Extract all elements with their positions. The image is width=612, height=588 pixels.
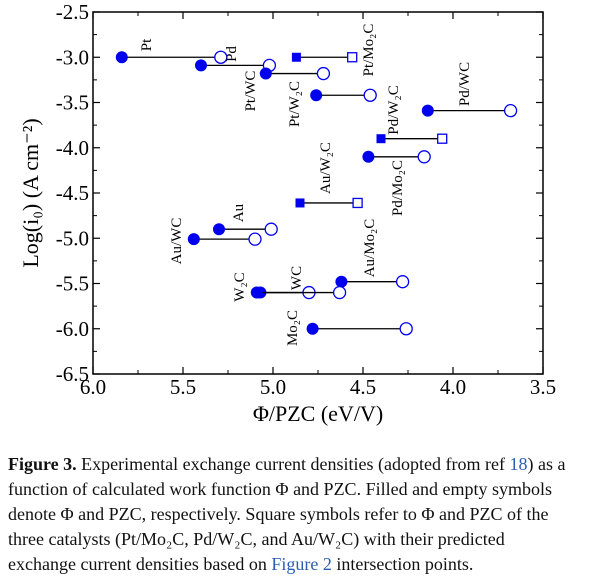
y-tick-label: -5.5	[56, 272, 89, 296]
phi-marker	[115, 51, 128, 64]
point-label: Pt/W₂C	[287, 81, 303, 127]
point-label: Pt	[139, 38, 155, 51]
data-pair	[376, 133, 448, 144]
phi-marker	[310, 89, 323, 102]
point-label: Pd/Mo₂C	[390, 160, 406, 216]
point-label: WC	[289, 266, 305, 290]
x-tick-label: 5.0	[260, 375, 286, 399]
pzc-marker-square	[352, 197, 363, 209]
y-tick-label: -3.0	[56, 45, 89, 69]
pzc-marker	[395, 275, 410, 289]
point-label: Pd	[224, 46, 240, 62]
figure-caption: Figure 3. Experimental exchange current …	[8, 452, 566, 577]
series-layer	[115, 50, 518, 336]
data-pair	[295, 197, 363, 209]
data-pair	[310, 88, 377, 102]
y-tick-label: -6.0	[56, 317, 89, 341]
phi-marker	[195, 59, 207, 72]
figure-label: Figure 3.	[8, 454, 77, 474]
point-label: Au/WC	[169, 218, 185, 265]
data-pair	[115, 50, 228, 64]
pzc-marker-square	[437, 133, 448, 144]
y-axis-title: Log(i₀) (A cm⁻²)	[18, 118, 43, 267]
exchange-current-chart: 6.0 5.5 5.0 4.5 4.0 3.5 -2.5 -3.0 -3.5 -4.0 -4.5 -5…	[18, 0, 556, 426]
phi-marker	[306, 322, 319, 335]
pzc-marker	[214, 50, 228, 64]
data-pair	[335, 275, 410, 289]
data-pair	[291, 52, 358, 63]
x-tick-label: 6.0	[80, 375, 106, 399]
pzc-marker	[363, 88, 377, 102]
phi-marker-square	[376, 134, 386, 144]
y-tick-label: -5.0	[56, 226, 89, 250]
pzc-marker	[264, 222, 278, 236]
phi-marker	[259, 67, 272, 80]
phi-marker	[362, 150, 375, 163]
pzc-marker	[399, 322, 413, 336]
point-label: Au/W₂C	[318, 142, 334, 194]
point-label: W₂C	[232, 272, 248, 301]
point-label: Pd/WC	[457, 62, 473, 106]
data-pair	[250, 285, 347, 300]
x-tick-label: 4.0	[440, 375, 466, 399]
y-tick-label: -3.5	[56, 91, 89, 115]
phi-marker	[421, 104, 434, 117]
caption-figure-link[interactable]: Figure 2	[271, 554, 332, 574]
y-tick-label: -4.0	[56, 136, 89, 160]
phi-marker-square	[291, 52, 301, 62]
phi-marker	[187, 233, 200, 246]
x-tick-label: 3.5	[530, 375, 556, 399]
x-axis-title: Φ/PZC (eV/V)	[253, 401, 383, 426]
point-label: Mo₂C	[285, 310, 301, 346]
phi-marker	[213, 223, 225, 236]
pzc-marker-square	[347, 52, 358, 63]
point-label: Pt/Mo₂C	[361, 24, 377, 77]
axis-ticks: 6.0 5.5 5.0 4.5 4.0 3.5 -2.5 -3.0 -3.5 -4.0 -4.5 -5…	[56, 0, 556, 399]
y-tick-label: -6.5	[56, 362, 89, 386]
pzc-marker	[503, 103, 518, 118]
data-pair	[362, 150, 431, 164]
caption-text-2: ) as a function of calculated work funct…	[8, 454, 566, 574]
phi-marker-square	[295, 198, 305, 208]
phi-marker	[335, 275, 348, 288]
pzc-marker	[332, 285, 347, 300]
data-pair	[421, 103, 518, 118]
x-tick-label: 5.5	[170, 375, 196, 399]
y-tick-label: -2.5	[56, 0, 89, 24]
pzc-marker	[248, 232, 262, 246]
data-pair	[213, 222, 278, 236]
point-label: Pd/W₂C	[386, 85, 402, 134]
caption-text-3: intersection points.	[331, 554, 474, 574]
data-pair	[306, 322, 413, 336]
pzc-marker	[417, 150, 431, 164]
caption-text-1: Experimental exchange current densities …	[76, 454, 510, 474]
pzc-marker	[316, 66, 331, 81]
phi-marker	[250, 286, 263, 299]
caption-ref-link[interactable]: 18	[509, 454, 528, 474]
point-label: Au/Mo₂C	[362, 219, 378, 278]
point-label: Pt/WC	[243, 71, 259, 112]
data-pair	[259, 66, 331, 81]
y-tick-label: -4.5	[56, 181, 89, 205]
x-tick-label: 4.5	[350, 375, 376, 399]
data-pair	[187, 232, 262, 246]
point-label: Au	[231, 203, 247, 222]
